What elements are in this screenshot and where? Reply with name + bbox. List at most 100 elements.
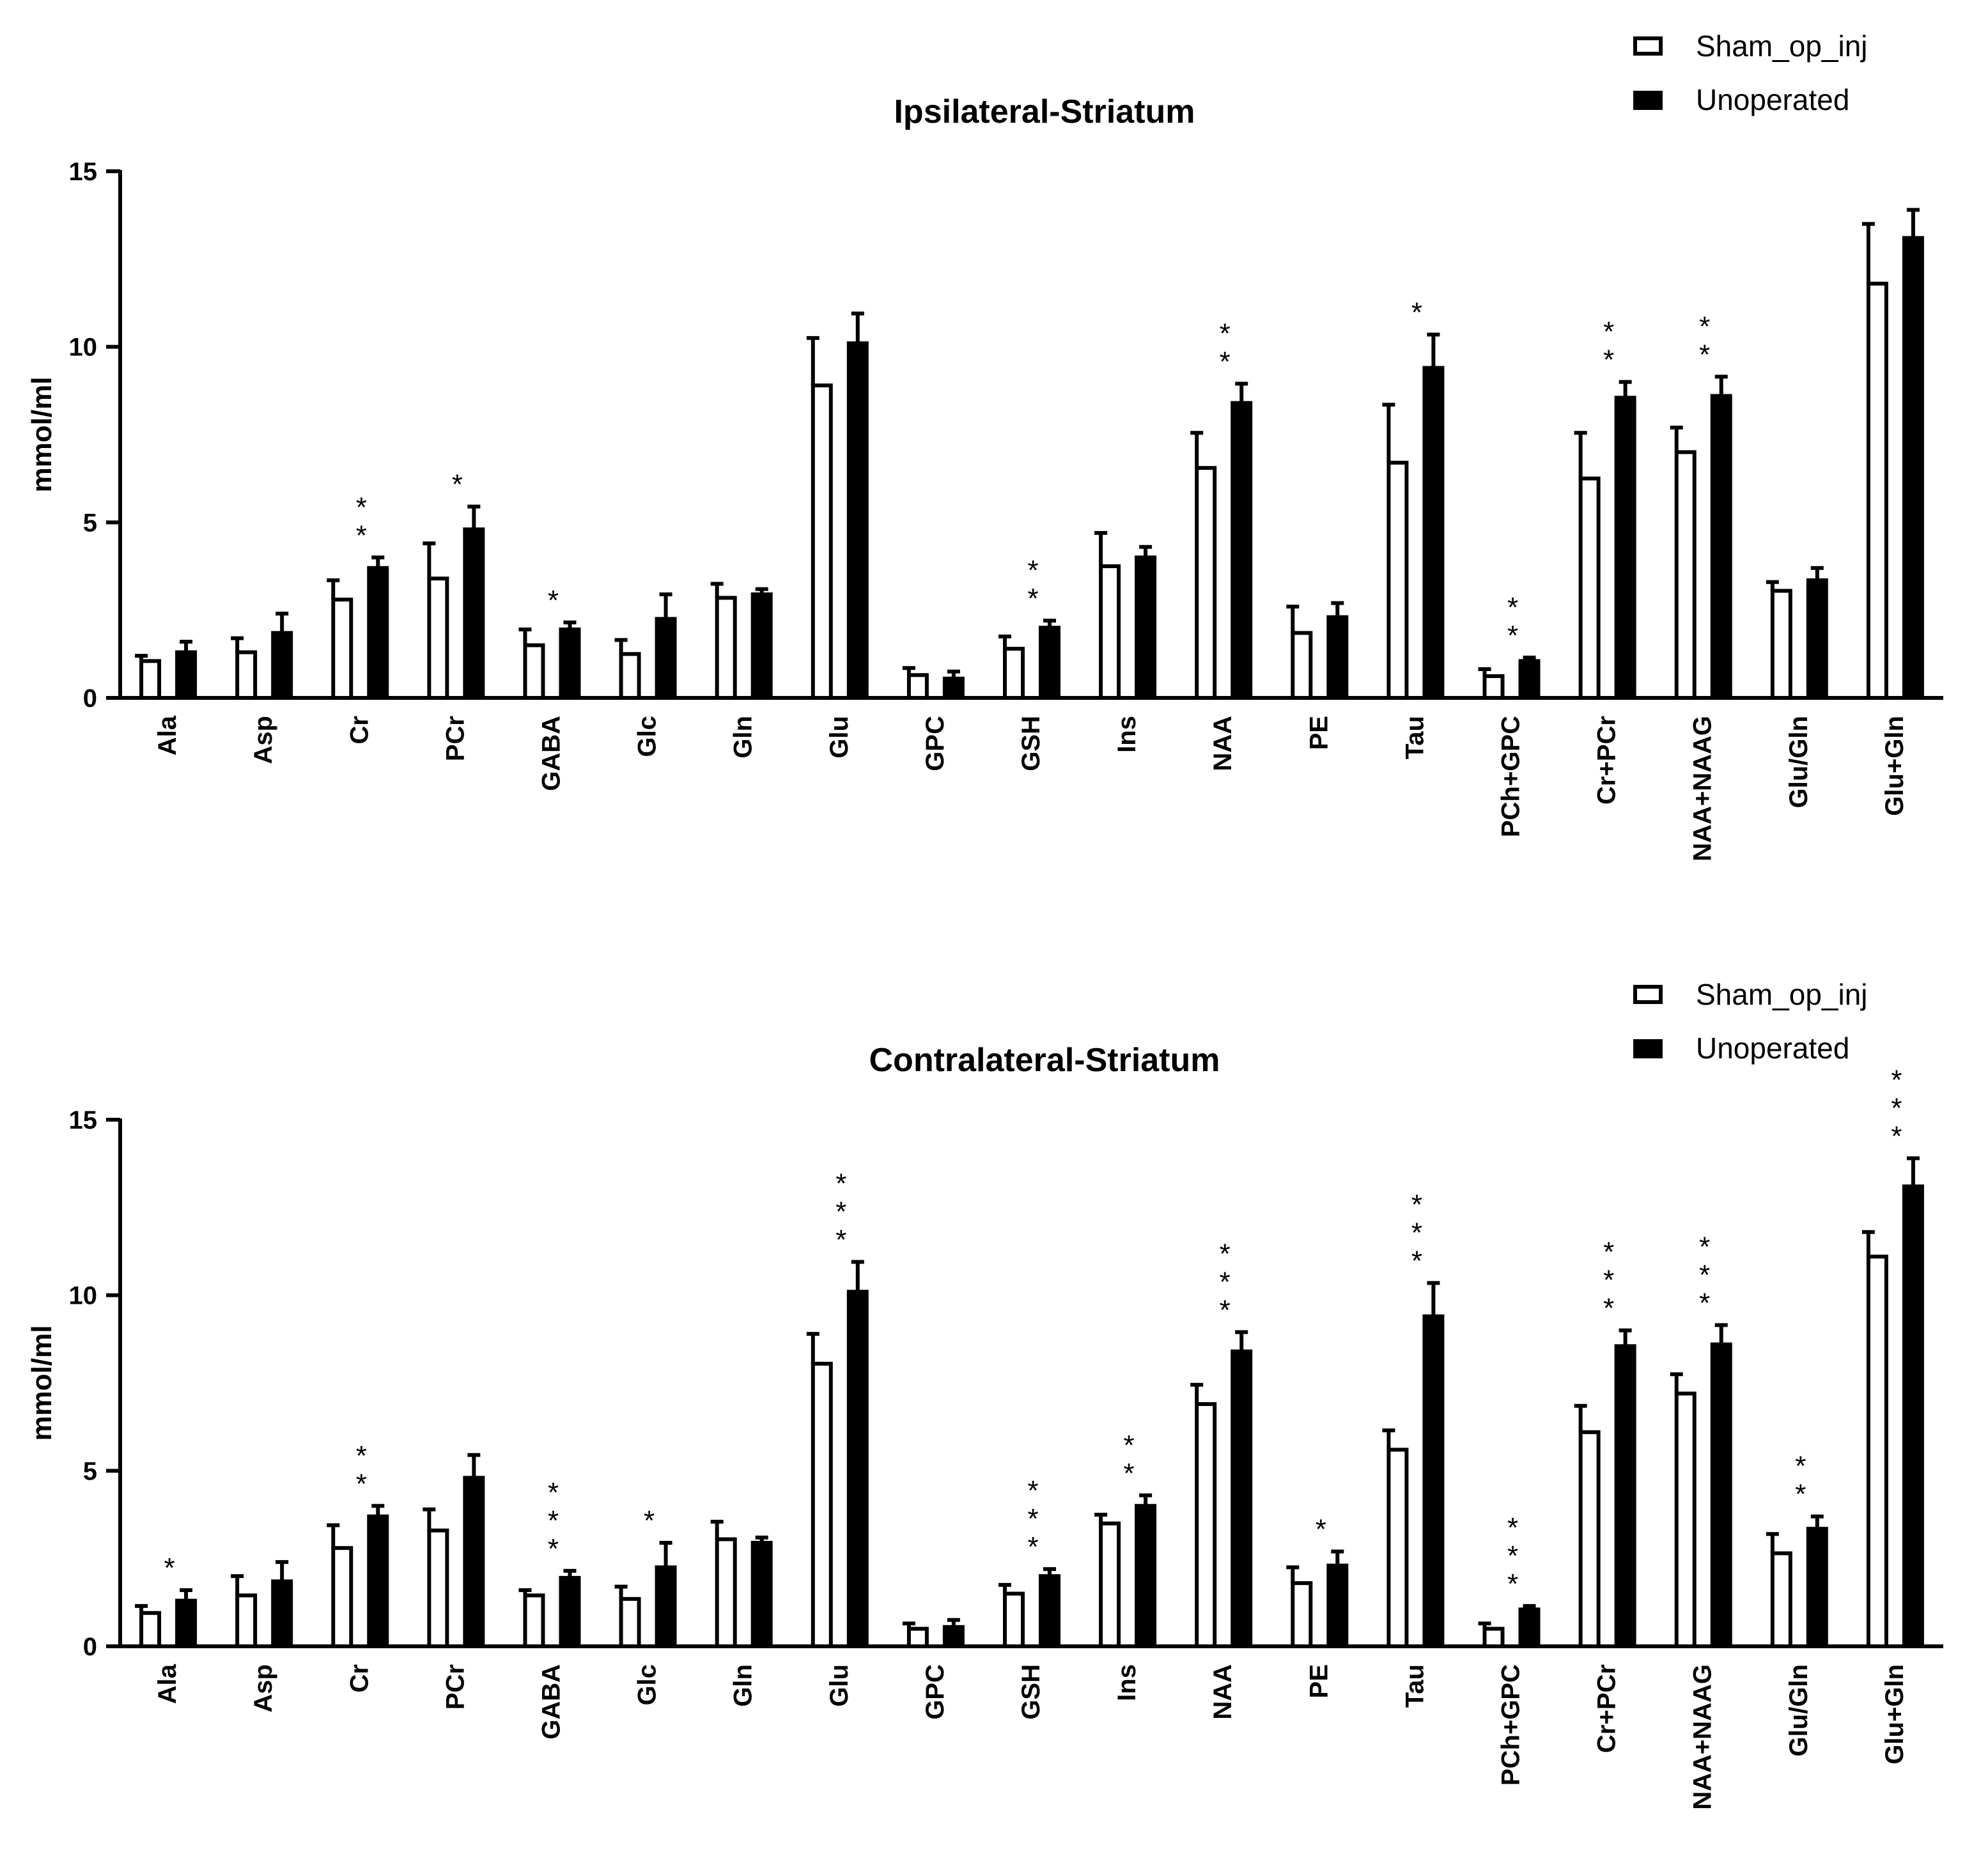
- bar-sham-op-inj: [1866, 281, 1888, 700]
- bar-sham-op-inj: [235, 650, 258, 700]
- y-tick-label: 5: [83, 1457, 97, 1485]
- legend-label: Sham_op_inj: [1696, 29, 1868, 63]
- x-tick-label: GSH: [1017, 716, 1045, 771]
- significance-marker: *: [1699, 1231, 1710, 1262]
- x-tick-label: NAA+NAAG: [1689, 716, 1717, 862]
- significance-marker: *: [1124, 1458, 1135, 1489]
- significance-marker: *: [356, 1440, 367, 1471]
- bar-sham-op-inj: [1386, 1448, 1409, 1648]
- x-tick-label: Ins: [1113, 1664, 1141, 1701]
- significance-marker: *: [356, 1468, 367, 1499]
- significance-marker: *: [1027, 1475, 1038, 1506]
- bar-sham-op-inj: [1003, 647, 1025, 700]
- x-tick-label: Glu: [825, 716, 853, 759]
- significance-marker: *: [644, 1505, 655, 1536]
- significance-marker: *: [356, 520, 367, 551]
- significance-marker: *: [1220, 1266, 1231, 1297]
- bar-unoperated: [1422, 1314, 1445, 1646]
- bar-unoperated: [1326, 615, 1349, 698]
- bar-unoperated: [1902, 236, 1924, 699]
- bar-sham-op-inj: [331, 1546, 353, 1649]
- bar-unoperated: [1806, 1526, 1828, 1646]
- bar-sham-op-inj: [1195, 1402, 1217, 1648]
- bar-sham-op-inj: [619, 652, 641, 700]
- bar-unoperated: [942, 1625, 965, 1646]
- x-tick-label: Ala: [153, 1664, 182, 1704]
- significance-marker: *: [1220, 1294, 1231, 1325]
- significance-marker: *: [356, 491, 367, 523]
- y-tick-label: 15: [69, 158, 98, 186]
- significance-marker: *: [1891, 1120, 1902, 1152]
- significance-marker: *: [1220, 346, 1231, 377]
- bar-unoperated: [175, 650, 198, 698]
- y-tick-label: 0: [83, 684, 97, 713]
- significance-marker: *: [1507, 620, 1518, 651]
- y-tick-label: 0: [83, 1633, 97, 1661]
- bar-unoperated: [175, 1598, 198, 1646]
- significance-marker: *: [1603, 316, 1614, 348]
- bar-unoperated: [1039, 626, 1060, 698]
- chart-title: Contralateral-Striatum: [869, 1042, 1220, 1079]
- bar-sham-op-inj: [1291, 631, 1313, 700]
- bar-unoperated: [1231, 401, 1253, 698]
- significance-marker: *: [1891, 1092, 1902, 1124]
- y-tick-label: 15: [69, 1106, 98, 1134]
- significance-marker: *: [1507, 1568, 1518, 1600]
- bar-sham-op-inj: [139, 659, 162, 700]
- significance-marker: *: [452, 469, 463, 500]
- legend-swatch-unoperated: [1633, 1039, 1663, 1058]
- significance-marker: *: [164, 1552, 175, 1584]
- significance-marker: *: [1027, 1503, 1038, 1534]
- bar-unoperated: [1614, 1344, 1636, 1646]
- bar-unoperated: [1135, 555, 1157, 698]
- legend-swatch-sham-op-inj: [1633, 36, 1663, 56]
- significance-marker: *: [1411, 297, 1422, 328]
- y-axis-label: mmol/ml: [26, 1325, 58, 1441]
- bar-unoperated: [942, 676, 965, 698]
- bar-sham-op-inj: [1674, 1391, 1697, 1648]
- significance-marker: *: [1603, 1265, 1614, 1296]
- bar-sham-op-inj: [235, 1593, 258, 1649]
- x-tick-label: Ala: [153, 715, 182, 755]
- y-axis-label: mmol/ml: [26, 377, 58, 493]
- significance-marker: *: [835, 1224, 846, 1255]
- panel-ipsilateral: Ipsilateral-Striatum 0 5 10 15 mmol/ml Ala Asp…: [26, 29, 1943, 862]
- significance-marker: *: [1699, 1259, 1710, 1290]
- bar-unoperated: [1518, 1607, 1541, 1646]
- bar-unoperated: [1422, 366, 1445, 698]
- significance-marker: *: [1603, 344, 1614, 376]
- x-tick-label: Gln: [729, 1664, 757, 1707]
- x-tick-label: Cr: [345, 716, 373, 744]
- x-tick-label: Gln: [729, 716, 757, 759]
- significance-marker: *: [1124, 1430, 1135, 1461]
- x-tick-label: GABA: [537, 1664, 565, 1740]
- legend-swatch-unoperated: [1633, 91, 1663, 110]
- significance-marker: *: [1891, 1064, 1902, 1095]
- bar-unoperated: [271, 1579, 293, 1646]
- bar-sham-op-inj: [1099, 1521, 1121, 1649]
- x-tick-label: Asp: [249, 716, 277, 764]
- bar-sham-op-inj: [906, 1627, 929, 1649]
- bar-unoperated: [1710, 394, 1732, 698]
- x-tick-label: PCr: [441, 1664, 469, 1710]
- y-tick-label: 5: [83, 509, 97, 537]
- x-tick-label: Cr+PCr: [1593, 1664, 1621, 1753]
- x-tick-label: Ins: [1113, 716, 1141, 753]
- bar-sham-op-inj: [1674, 450, 1697, 700]
- bar-sham-op-inj: [1195, 466, 1217, 700]
- x-tick-label: NAA+NAAG: [1689, 1664, 1717, 1810]
- bar-unoperated: [463, 1476, 485, 1646]
- bar-unoperated: [463, 527, 485, 698]
- bar-sham-op-inj: [427, 1528, 449, 1648]
- bar-sham-op-inj: [715, 1537, 737, 1649]
- bar-unoperated: [655, 617, 677, 698]
- significance-marker: *: [1316, 1514, 1326, 1545]
- bar-unoperated: [559, 627, 581, 698]
- bar-sham-op-inj: [523, 643, 545, 700]
- x-tick-label: Glu+Gln: [1881, 1664, 1909, 1765]
- bar-unoperated: [1039, 1574, 1060, 1646]
- panel-contralateral: Contralateral-Striatum 0 5 10 15 mmol/ml Ala *…: [26, 978, 1943, 1810]
- x-tick-label: GPC: [921, 1664, 949, 1720]
- significance-marker: *: [835, 1196, 846, 1227]
